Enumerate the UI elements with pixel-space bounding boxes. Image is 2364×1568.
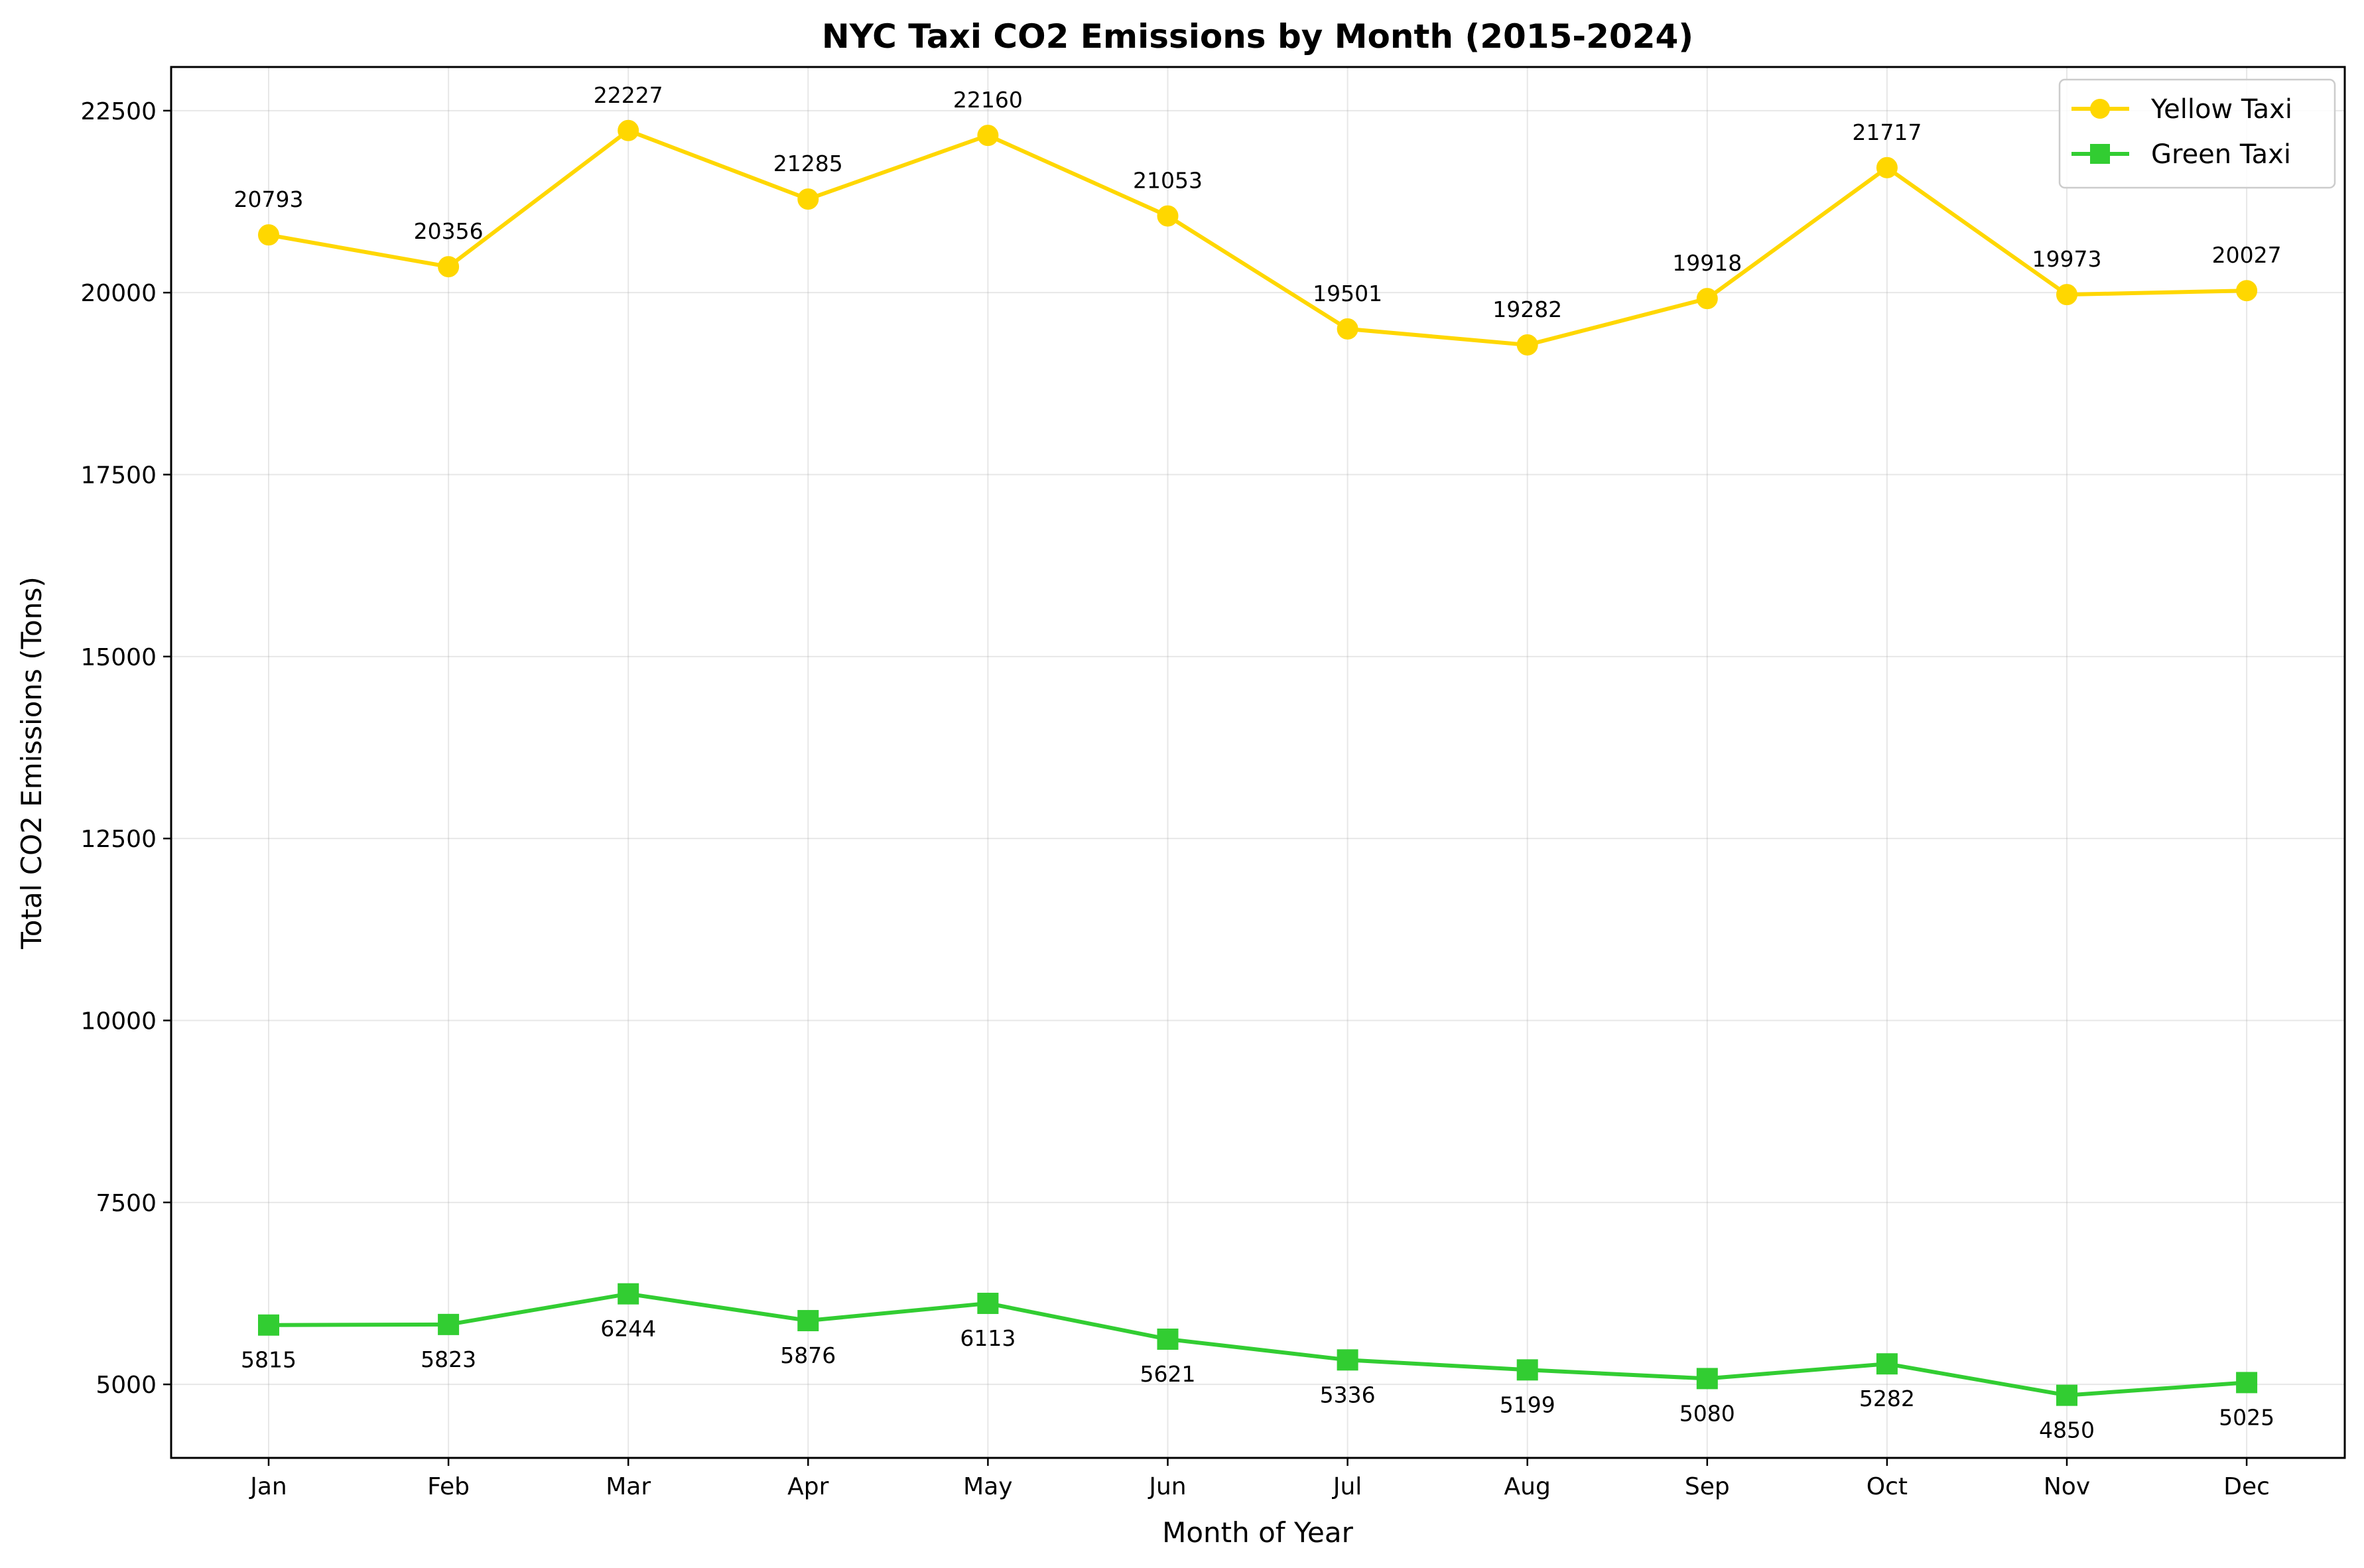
x-tick-label: Nov xyxy=(2044,1473,2090,1500)
green-taxi-point xyxy=(2056,1384,2077,1406)
green-taxi-data-label: 6244 xyxy=(600,1316,656,1342)
yellow-taxi-data-label: 19501 xyxy=(1313,281,1382,306)
yellow-taxi-point xyxy=(1516,334,1538,356)
yellow-taxi-point xyxy=(797,188,819,210)
yellow-taxi-data-label: 22160 xyxy=(953,87,1023,113)
legend-green-taxi-marker xyxy=(2090,144,2110,164)
yellow-taxi-line xyxy=(268,128,2247,347)
y-tick-label: 12500 xyxy=(80,826,157,853)
green-taxi-data-label: 5823 xyxy=(421,1346,476,1372)
green-taxi-data-label: 5025 xyxy=(2219,1404,2274,1430)
green-taxi-data-label: 4850 xyxy=(2039,1417,2095,1443)
y-tick-label: 22500 xyxy=(80,98,157,125)
legend: Yellow Taxi Green Taxi xyxy=(2058,78,2336,189)
yellow-taxi-data-label: 20356 xyxy=(414,218,484,244)
y-tick-label: 20000 xyxy=(80,280,157,307)
yellow-taxi-data-label: 20793 xyxy=(234,186,304,212)
yellow-taxi-point xyxy=(2236,280,2258,302)
green-taxi-point xyxy=(1337,1349,1358,1371)
x-tick-label: Dec xyxy=(2223,1473,2270,1500)
legend-green-taxi-label: Green Taxi xyxy=(2151,139,2291,170)
green-taxi-data-label: 5815 xyxy=(241,1347,296,1373)
green-taxi-point xyxy=(1157,1329,1179,1350)
ticks-layer: Jan Feb Mar Apr May Jun Jul Aug Sep Oct Nov Dec 5000… xyxy=(80,98,2269,1500)
yellow-taxi-data-label: 22227 xyxy=(594,82,663,108)
yellow-taxi-point xyxy=(1337,318,1358,340)
green-taxi-point xyxy=(1516,1359,1538,1381)
yellow-taxi-data-label: 21053 xyxy=(1133,168,1203,194)
green-taxi-point xyxy=(797,1310,819,1332)
y-tick-label: 15000 xyxy=(80,644,157,671)
yellow-taxi-point xyxy=(977,125,999,147)
y-tick-label: 5000 xyxy=(96,1372,157,1399)
data-labels-layer: 20793 20356 22227 21285 22160 21053 19501 19282… xyxy=(234,82,2282,1443)
x-tick-label: Mar xyxy=(606,1473,651,1500)
x-tick-label: Aug xyxy=(1504,1473,1551,1500)
green-taxi-data-label: 5199 xyxy=(1500,1392,1555,1417)
yellow-taxi-data-label: 19973 xyxy=(2032,246,2102,272)
x-tick-label: Jan xyxy=(249,1473,287,1500)
yellow-taxi-point xyxy=(258,224,279,246)
x-tick-label: Apr xyxy=(787,1473,828,1500)
green-taxi-point xyxy=(618,1283,639,1305)
legend-frame xyxy=(2058,78,2336,189)
yellow-taxi-point xyxy=(1157,205,1179,227)
y-tick-label: 10000 xyxy=(80,1008,157,1035)
green-taxi-point xyxy=(258,1314,279,1336)
green-taxi-data-label: 6113 xyxy=(960,1325,1016,1351)
yellow-taxi-point xyxy=(1876,157,1898,178)
green-taxi-point xyxy=(1876,1353,1898,1375)
chart-title: NYC Taxi CO2 Emissions by Month (2015-20… xyxy=(822,17,1693,56)
x-tick-label: Oct xyxy=(1867,1473,1908,1500)
legend-yellow-taxi-label: Yellow Taxi xyxy=(2150,94,2292,125)
x-tick-label: Jul xyxy=(1332,1473,1362,1500)
x-axis-label: Month of Year xyxy=(1162,1516,1353,1549)
green-taxi-line xyxy=(268,1291,2247,1398)
y-axis-label: Total CO2 Emissions (Tons) xyxy=(15,576,48,949)
yellow-taxi-data-label: 21285 xyxy=(773,151,843,176)
green-taxi-data-label: 5080 xyxy=(1679,1400,1735,1426)
green-taxi-point xyxy=(438,1313,460,1335)
x-tick-label: Sep xyxy=(1685,1473,1730,1500)
green-taxi-data-label: 5621 xyxy=(1140,1361,1196,1387)
series-layer xyxy=(258,119,2258,1406)
green-taxi-data-label: 5336 xyxy=(1320,1382,1376,1407)
y-tick-label: 17500 xyxy=(80,462,157,490)
y-tick-label: 7500 xyxy=(96,1190,157,1217)
green-taxi-point xyxy=(2236,1372,2258,1394)
green-taxi-data-label: 5876 xyxy=(780,1342,836,1368)
plot-area-frame xyxy=(170,66,2346,1459)
yellow-taxi-data-label: 19918 xyxy=(1672,250,1742,276)
yellow-taxi-data-label: 21717 xyxy=(1852,119,1922,145)
yellow-taxi-data-label: 19282 xyxy=(1492,296,1562,322)
yellow-taxi-point xyxy=(1696,288,1718,310)
yellow-taxi-point xyxy=(2056,284,2077,306)
green-taxi-point xyxy=(1696,1368,1718,1390)
yellow-taxi-data-label: 20027 xyxy=(2212,242,2282,268)
yellow-taxi-point xyxy=(438,256,460,278)
green-taxi-point xyxy=(977,1293,999,1315)
x-tick-label: Jun xyxy=(1148,1473,1186,1500)
green-taxi-data-label: 5282 xyxy=(1859,1386,1915,1411)
legend-yellow-taxi-marker xyxy=(2090,99,2110,119)
x-tick-label: May xyxy=(963,1473,1012,1500)
x-tick-label: Feb xyxy=(427,1473,470,1500)
yellow-taxi-point xyxy=(618,119,639,141)
